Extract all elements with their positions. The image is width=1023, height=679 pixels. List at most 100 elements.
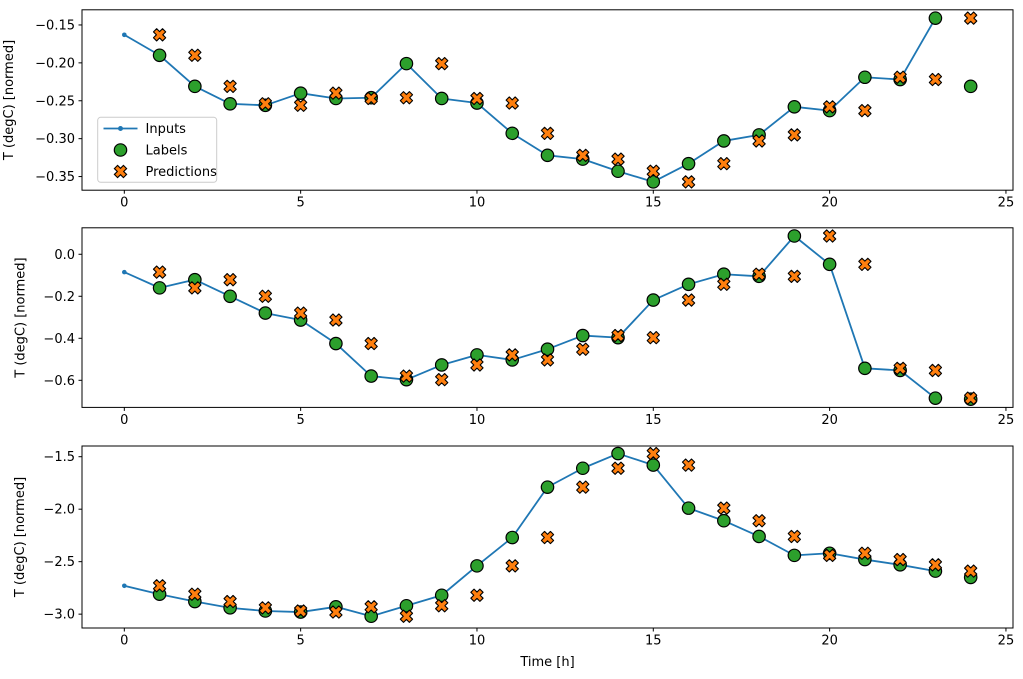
- prediction-marker: [435, 56, 449, 71]
- label-marker: [822, 257, 837, 272]
- label-marker: [963, 79, 978, 94]
- prediction-marker: [470, 91, 484, 106]
- prediction-marker: [858, 257, 872, 272]
- prediction-marker: [893, 552, 907, 567]
- x-tick-label: 25: [998, 634, 1015, 649]
- prediction-marker: [399, 91, 414, 105]
- prediction-marker: [399, 609, 414, 623]
- x-tick-label: 0: [120, 634, 128, 649]
- prediction-marker: [223, 79, 237, 94]
- prediction-marker: [505, 348, 519, 362]
- axes-frame: [81, 227, 1014, 408]
- prediction-marker: [576, 342, 590, 356]
- prediction-marker: [152, 579, 167, 593]
- label-marker: [928, 391, 943, 405]
- legend-labels-circle-icon: [113, 143, 128, 157]
- y-tick-label: −0.25: [35, 94, 75, 109]
- y-tick-label: −2.0: [43, 503, 75, 518]
- prediction-marker: [188, 48, 202, 62]
- x-tick-label: 20: [821, 196, 838, 211]
- prediction-marker: [681, 458, 696, 472]
- label-marker: [258, 306, 273, 320]
- x-tick-label: 20: [821, 413, 838, 428]
- label-marker: [293, 86, 308, 100]
- prediction-marker: [928, 363, 943, 378]
- prediction-marker: [435, 599, 449, 613]
- prediction-marker: [681, 175, 696, 189]
- legend-predictions-x-icon: [113, 164, 128, 179]
- label-marker: [611, 164, 625, 179]
- y-tick-label: 0.0: [54, 248, 75, 263]
- x-tick-label: 5: [297, 634, 305, 649]
- legend: Inputs Labels Predictions: [97, 116, 218, 183]
- prediction-marker: [329, 313, 343, 327]
- label-marker: [611, 446, 625, 461]
- prediction-marker: [646, 330, 660, 345]
- label-marker: [223, 289, 237, 304]
- y-tick-label: −0.20: [35, 56, 75, 71]
- x-tick-label: 10: [469, 196, 486, 211]
- label-marker: [223, 96, 237, 111]
- prediction-marker: [576, 148, 590, 162]
- x-tick-label: 15: [645, 634, 662, 649]
- prediction-marker: [470, 588, 484, 602]
- label-marker: [364, 369, 378, 383]
- subplot-2: 0 5 10 15 20 25 0.0 −0.2 −0.4 −0.6 T (degC) [norme…: [14, 227, 1015, 428]
- label-marker: [329, 336, 343, 351]
- prediction-marker: [858, 103, 872, 118]
- prediction-marker: [258, 97, 273, 111]
- prediction-marker: [611, 461, 625, 475]
- subplot-1: 0 5 10 15 20 25 −0.15 −0.20 −0.25 −0.30 −0.35 T (de…: [2, 9, 1015, 211]
- label-marker: [752, 529, 766, 544]
- label-marker: [152, 48, 167, 63]
- prediction-marker: [152, 265, 167, 279]
- prediction-marker: [540, 353, 555, 367]
- x-tick-label: 25: [998, 196, 1015, 211]
- x-tick-label: 5: [297, 196, 305, 211]
- prediction-marker: [822, 229, 837, 243]
- prediction-marker: [364, 336, 378, 351]
- y-tick-label: −0.4: [43, 332, 75, 347]
- label-marker: [399, 56, 414, 71]
- axes-frame: [81, 9, 1014, 191]
- prediction-marker: [646, 446, 660, 461]
- label-marker: [787, 229, 802, 243]
- prediction-marker: [293, 98, 308, 112]
- legend-item-label: Labels: [146, 144, 188, 159]
- y-axis-label: T (degC) [normed]: [13, 477, 28, 598]
- axes-frame: [81, 445, 1014, 629]
- prediction-marker: [435, 373, 449, 387]
- label-marker: [540, 148, 555, 163]
- prediction-marker: [258, 289, 273, 303]
- y-axis-label: T (degC) [normed]: [2, 40, 17, 161]
- prediction-marker: [752, 267, 766, 281]
- label-marker: [858, 361, 872, 376]
- inputs-line: [123, 17, 937, 183]
- legend-inputs-dot-icon: [118, 126, 123, 131]
- x-tick-label: 20: [821, 634, 838, 649]
- prediction-marker: [611, 152, 625, 166]
- label-marker: [717, 267, 731, 282]
- inputs-point-marker: [122, 32, 127, 38]
- x-tick-label: 25: [998, 413, 1015, 428]
- prediction-marker: [893, 70, 907, 84]
- prediction-marker: [188, 587, 202, 601]
- label-marker: [787, 100, 802, 114]
- prediction-marker: [399, 369, 414, 383]
- label-marker: [681, 501, 696, 515]
- prediction-marker: [576, 480, 590, 494]
- prediction-marker: [717, 501, 731, 515]
- label-marker: [646, 293, 661, 307]
- y-axis-label: T (degC) [normed]: [14, 257, 29, 378]
- y-tick-label: −0.2: [43, 290, 75, 305]
- prediction-marker: [717, 157, 731, 171]
- y-tick-label: −0.6: [43, 374, 75, 389]
- label-marker: [470, 348, 484, 362]
- prediction-marker: [293, 604, 308, 618]
- y-tick-label: −1.5: [43, 450, 75, 465]
- y-tick-label: −0.15: [35, 18, 75, 33]
- prediction-marker: [787, 529, 802, 544]
- y-tick-label: −3.0: [43, 608, 75, 623]
- x-tick-label: 15: [645, 196, 662, 211]
